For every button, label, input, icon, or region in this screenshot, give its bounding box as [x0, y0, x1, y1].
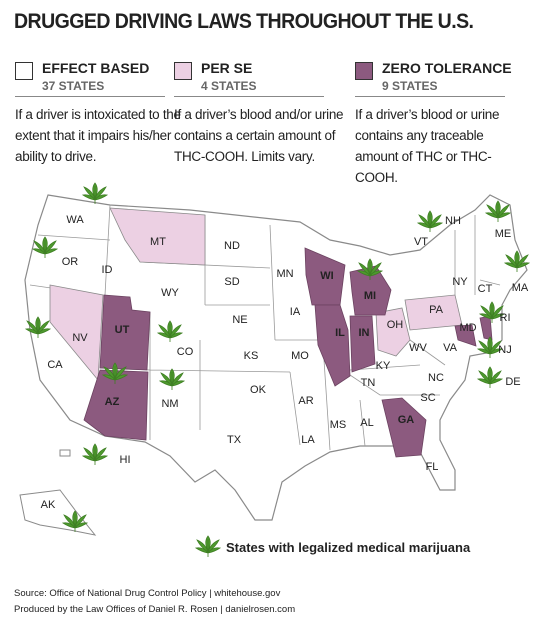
per-se-state [404, 294, 463, 331]
state-label: NC [428, 372, 444, 384]
state-label: TN [361, 377, 376, 389]
state-label: HI [120, 454, 131, 466]
legend-swatch [355, 62, 373, 80]
zero-tolerance-states [83, 247, 493, 458]
state-label: NV [72, 332, 88, 344]
state-label: ND [224, 240, 240, 252]
per-se-state [375, 307, 411, 357]
state-label: OK [250, 384, 267, 396]
per-se-state [109, 207, 206, 266]
state-label: CO [177, 346, 194, 358]
rule [15, 96, 165, 97]
state-label: RI [500, 312, 511, 324]
state-label: OR [62, 256, 79, 268]
state-label: AZ [105, 396, 120, 408]
state-label: AK [41, 499, 56, 511]
marijuana-note: States with legalized medical marijuana [226, 540, 471, 555]
legend-description: If a driver is intoxicated to the extent… [15, 107, 181, 164]
state-label: VT [414, 236, 428, 248]
legend-name: ZERO TOLERANCE [382, 60, 512, 76]
state-label: CT [478, 283, 493, 295]
state-label: NH [445, 215, 461, 227]
title: DRUGGED DRIVING LAWS THROUGHOUT THE U.S. [14, 10, 474, 33]
state-label: TX [227, 434, 242, 446]
state-label: SC [420, 392, 435, 404]
legend-description: If a driver’s blood or urine contains an… [355, 107, 500, 185]
state-label: NJ [498, 344, 511, 356]
state-label: ME [495, 228, 512, 240]
state-label: WY [161, 287, 179, 299]
legend-count: 9 STATES [382, 79, 438, 93]
state-label: OH [387, 319, 404, 331]
state-label: CA [47, 359, 63, 371]
legend-swatch [174, 62, 192, 80]
state-label: UT [115, 324, 130, 336]
state-label: WI [320, 270, 333, 282]
state-label: LA [301, 434, 315, 446]
state-label: MS [330, 419, 347, 431]
legend-count: 37 STATES [42, 79, 105, 93]
state-label: IN [359, 327, 370, 339]
rule [355, 96, 505, 97]
legend-count: 4 STATES [201, 79, 257, 93]
state-label: DE [505, 376, 520, 388]
source: Produced by the Law Offices of Daniel R.… [14, 604, 296, 615]
state-label: IL [335, 327, 345, 339]
state-label: WA [66, 214, 84, 226]
state-label: NM [161, 398, 178, 410]
state-label: VA [443, 342, 458, 354]
legend-name: EFFECT BASED [42, 60, 150, 76]
state-label: MN [276, 268, 293, 280]
legend-swatch [15, 62, 33, 80]
state-label: GA [398, 414, 415, 426]
rule [174, 96, 324, 97]
alaska [19, 489, 97, 536]
state-label: AR [298, 395, 313, 407]
state-label: ID [102, 264, 113, 276]
state-label: MA [512, 282, 529, 294]
state-label: FL [426, 461, 439, 473]
state-label: PA [429, 304, 444, 316]
hawaii [59, 449, 71, 457]
state-label: WV [409, 342, 427, 354]
state-label: SD [224, 276, 239, 288]
legend-description: If a driver’s blood and/or urine contain… [174, 107, 344, 164]
legend-name: PER SE [201, 60, 253, 76]
state-label: KS [244, 350, 259, 362]
state-label: NE [232, 314, 247, 326]
state-label: IA [290, 306, 301, 318]
state-label: KY [376, 360, 391, 372]
state-label: NY [452, 276, 468, 288]
source: Source: Office of National Drug Control … [14, 588, 281, 599]
state-label: MO [291, 350, 309, 362]
state-label: MD [459, 322, 476, 334]
state-label: MI [364, 290, 376, 302]
state-label: AL [360, 417, 373, 429]
state-label: MT [150, 236, 166, 248]
